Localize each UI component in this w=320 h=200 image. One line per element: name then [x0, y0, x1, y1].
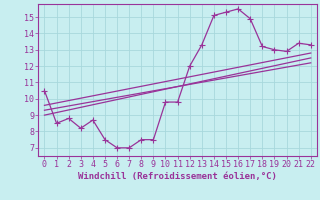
X-axis label: Windchill (Refroidissement éolien,°C): Windchill (Refroidissement éolien,°C) — [78, 172, 277, 181]
